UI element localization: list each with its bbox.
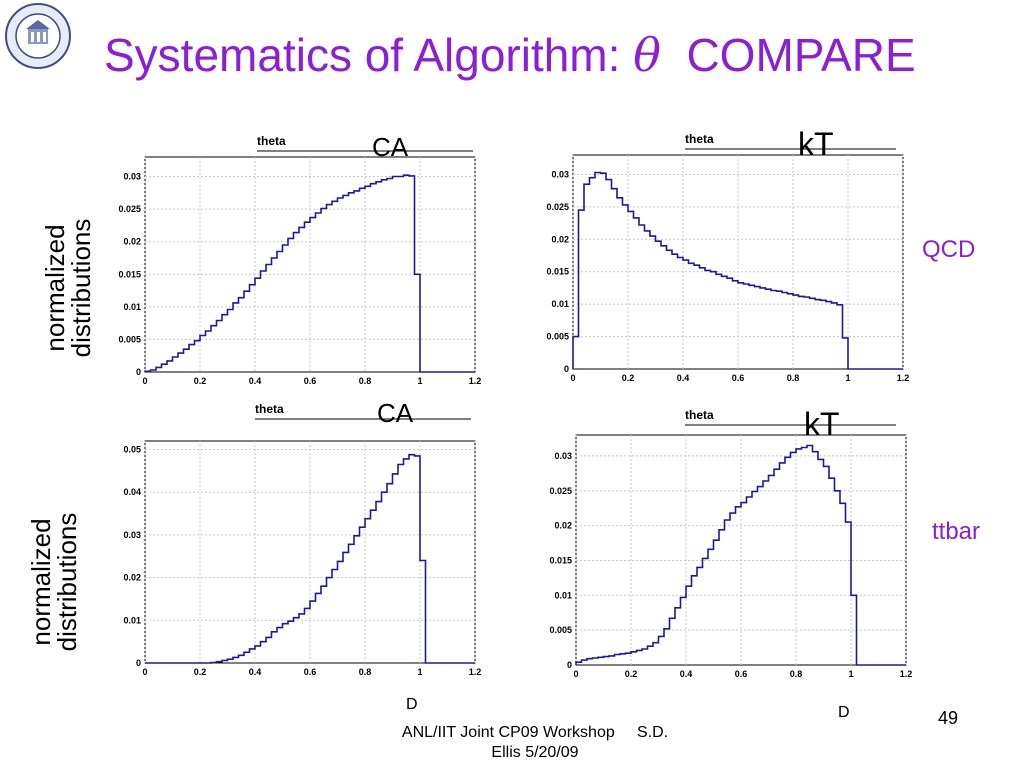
x-tick-label: 0.4: [249, 667, 262, 677]
histogram-series: [145, 453, 475, 664]
x-tick-label: 1.2: [900, 669, 913, 679]
x-tick-label: 0.2: [194, 667, 207, 677]
histogram-series: [572, 171, 903, 370]
ylabel-bottom: normalized distributions: [26, 452, 82, 712]
x-tick-label: 1: [417, 376, 422, 386]
x-tick-label: 0.8: [790, 669, 803, 679]
y-tick-label: 0.015: [118, 269, 141, 279]
footer-line2: Ellis 5/20/09: [491, 744, 579, 761]
x-tick-label: 0.4: [249, 376, 262, 386]
x-tick-label: 1.2: [469, 376, 482, 386]
title-theta-symbol: θ: [633, 28, 661, 82]
d-marker-label-right: D: [838, 704, 850, 721]
y-tick-label: 0.005: [549, 625, 572, 635]
x-tick-label: 1: [848, 669, 853, 679]
histogram-qcd-kt: theta 0 0.2 0.4 0.6 0.8 1 1.2 0 0.005 0.01 0.015 0.0…: [546, 129, 910, 383]
histogram-series: [144, 174, 475, 373]
title-compare: COMPARE: [686, 29, 916, 81]
y-tick-label: 0.02: [551, 234, 569, 244]
x-tick-label: 0.2: [622, 373, 635, 383]
x-tick-label: 0.8: [787, 373, 800, 383]
x-tick-label: 0.2: [625, 669, 638, 679]
algo-label-ttbar-kt: kT: [804, 406, 840, 442]
sample-label-ttbar: ttbar: [932, 518, 981, 545]
algo-label-qcd-ca: CA: [372, 132, 409, 162]
y-tick-label: 0.025: [118, 204, 141, 214]
x-tick-label: 0.6: [732, 373, 745, 383]
chart-title-box: [673, 405, 798, 425]
ylabel-bottom-line1: normalized: [26, 518, 56, 646]
y-tick-label: 0.02: [554, 521, 572, 531]
algo-label-qcd-kt: kT: [798, 126, 834, 162]
y-tick-label: 0.015: [549, 555, 572, 565]
sample-label-qcd: QCD: [922, 236, 976, 263]
y-tick-label: 0.005: [546, 332, 569, 342]
x-tick-label: 0: [573, 669, 578, 679]
y-tick-label: 0.05: [123, 445, 141, 455]
y-tick-label: 0: [567, 660, 572, 670]
x-tick-label: 0.6: [304, 667, 317, 677]
x-tick-label: 1.2: [469, 667, 482, 677]
y-tick-label: 0.015: [546, 267, 569, 277]
footer: ANL/IIT Joint CP09 Workshop S.D. Ellis 5…: [360, 723, 710, 763]
d-marker-label-left: D: [406, 696, 418, 713]
page-number: 49: [938, 708, 959, 728]
ylabel-bottom-line2: distributions: [52, 512, 82, 652]
title-text: Systematics of Algorithm:: [104, 29, 634, 81]
x-tick-label: 0.8: [359, 376, 372, 386]
ylabel-top-line2: distributions: [66, 218, 96, 358]
chart-title: theta: [685, 132, 714, 146]
y-tick-label: 0.04: [123, 487, 141, 497]
y-tick-label: 0.03: [554, 451, 572, 461]
chart-title: theta: [257, 134, 286, 148]
histogram-ttbar-ca: theta 0 0.2 0.4 0.6 0.8 1 1.2 0 0.01 0.02 0.03 0.04 0…: [123, 399, 482, 677]
slide-title: Systematics of Algorithm: θ COMPARE: [104, 28, 916, 82]
title-spacer: [661, 29, 687, 81]
footer-line1: ANL/IIT Joint CP09 Workshop S.D.: [401, 724, 669, 741]
y-tick-label: 0.01: [554, 590, 572, 600]
histogram-ttbar-kt: theta 0 0.2 0.4 0.6 0.8 1 1.2 0 0.005 0.01 0.015 0.0…: [549, 405, 913, 679]
x-tick-label: 1: [845, 373, 850, 383]
y-tick-label: 0.02: [123, 573, 141, 583]
histogram-series: [575, 444, 906, 666]
y-tick-label: 0: [564, 364, 569, 374]
chart-title: theta: [255, 402, 284, 416]
y-tick-label: 0.01: [123, 615, 141, 625]
x-tick-label: 0: [142, 667, 147, 677]
y-tick-label: 0: [136, 658, 141, 668]
x-tick-label: 1: [417, 667, 422, 677]
x-tick-label: 1.2: [897, 373, 910, 383]
ylabel-top: normalized distributions: [40, 158, 96, 418]
chart-title: theta: [685, 408, 714, 422]
histogram-qcd-ca: theta 0 0.2 0.4 0.6 0.8 1 1.2 0 0.005 0.01 0.015 0.0…: [118, 131, 482, 386]
university-seal-logo: [5, 3, 71, 69]
y-tick-label: 0.025: [546, 202, 569, 212]
y-tick-label: 0.03: [123, 172, 141, 182]
y-tick-label: 0.01: [551, 299, 569, 309]
x-tick-label: 0.4: [677, 373, 690, 383]
ylabel-top-line1: normalized: [40, 224, 70, 352]
x-tick-label: 0.4: [680, 669, 693, 679]
y-tick-label: 0.005: [118, 334, 141, 344]
x-tick-label: 0: [142, 376, 147, 386]
y-tick-label: 0.01: [123, 302, 141, 312]
x-tick-label: 0: [570, 373, 575, 383]
y-tick-label: 0: [136, 367, 141, 377]
plot-frame: [572, 154, 904, 370]
y-tick-label: 0.03: [123, 530, 141, 540]
x-tick-label: 0.2: [194, 376, 207, 386]
algo-label-ttbar-ca: CA: [377, 398, 414, 428]
chart-title-box: [245, 131, 375, 151]
x-tick-label: 0.6: [304, 376, 317, 386]
y-tick-label: 0.02: [123, 237, 141, 247]
x-tick-label: 0.8: [359, 667, 372, 677]
chart-title-box: [673, 129, 798, 149]
y-tick-label: 0.03: [551, 169, 569, 179]
y-tick-label: 0.025: [549, 486, 572, 496]
chart-title-box: [243, 399, 373, 419]
x-tick-label: 0.6: [735, 669, 748, 679]
